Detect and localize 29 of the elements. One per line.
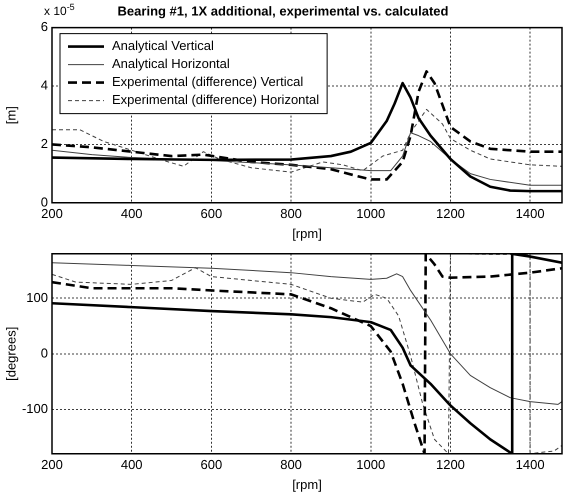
x-axis-title: [rpm] xyxy=(292,226,322,241)
x-axis-title: [rpm] xyxy=(292,476,322,492)
text: x 10$^{-5}$ xyxy=(44,2,75,18)
x-tick-label: 1200 xyxy=(436,457,465,472)
x-tick-label: 600 xyxy=(200,457,222,472)
y-tick-label: 4 xyxy=(40,78,48,93)
y-axis-title: [degrees] xyxy=(3,326,18,381)
legend-label: Experimental (difference) Horizontal xyxy=(112,92,320,108)
x-tick-label: 1400 xyxy=(516,206,545,222)
x-tick-label: 400 xyxy=(120,206,143,222)
x-tick-label: 1000 xyxy=(356,457,386,472)
y-tick-label: 100 xyxy=(26,290,48,305)
x-tick-label: 200 xyxy=(41,457,63,472)
y-tick-label: 0 xyxy=(40,345,48,360)
legend-label: Experimental (difference) Vertical xyxy=(112,74,304,90)
x-tick-label: 800 xyxy=(280,457,302,472)
y-tick-label: 6 xyxy=(40,19,48,34)
x-tick-label: 400 xyxy=(120,457,143,472)
chart-title: Bearing #1, 1X additional, experimental vs. calculated xyxy=(118,3,449,18)
legend-label: Analytical Horizontal xyxy=(112,56,230,72)
legend-label: Analytical Vertical xyxy=(112,38,214,54)
x-tick-label: 1000 xyxy=(356,206,386,222)
x-tick-label: 1400 xyxy=(516,457,545,472)
x-tick-label: 800 xyxy=(280,206,302,222)
y-axis-title: [m] xyxy=(3,106,18,124)
x-tick-label: 600 xyxy=(200,206,222,222)
x-tick-label: 1200 xyxy=(436,206,465,222)
y-tick-label: 2 xyxy=(40,136,48,151)
y-tick-label: -100 xyxy=(22,400,48,416)
